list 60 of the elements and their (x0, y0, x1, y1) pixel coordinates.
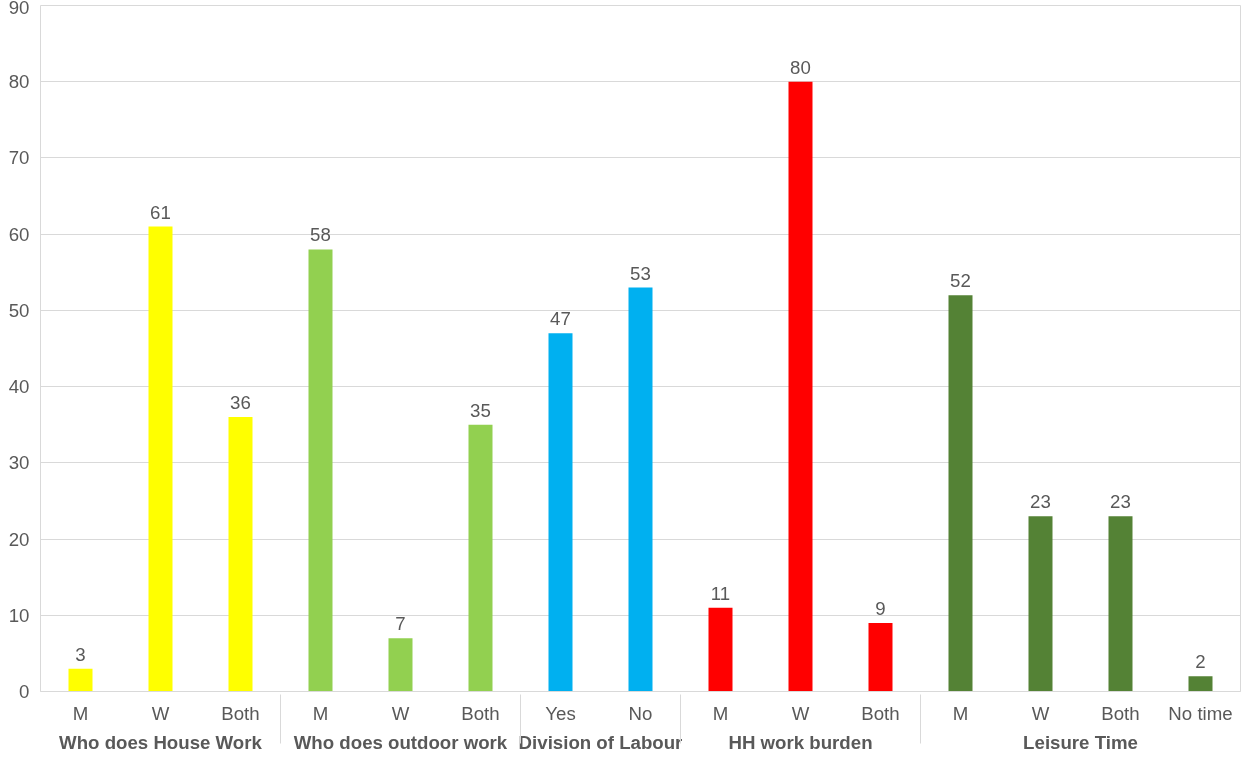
category-label: M (952, 702, 969, 724)
bar (548, 333, 573, 692)
category-label: Both (1101, 702, 1140, 724)
y-tick-label: 90 (8, 0, 30, 18)
y-tick-label: 20 (8, 528, 30, 550)
category-label: Both (861, 702, 900, 724)
data-label: 53 (630, 262, 651, 284)
y-tick-label: 60 (8, 223, 30, 245)
bar (628, 287, 653, 692)
category-label: Who does outdoor work (293, 731, 508, 753)
bar (1188, 676, 1213, 692)
category-label: HH work burden (728, 731, 873, 753)
category-label: W (791, 702, 810, 724)
data-label: 61 (150, 201, 171, 223)
data-label: 80 (790, 56, 811, 78)
data-label: 23 (1110, 491, 1131, 513)
data-label: 11 (710, 582, 731, 604)
bar (948, 295, 973, 692)
bar (1108, 516, 1133, 692)
data-label: 52 (950, 270, 971, 292)
data-label: 47 (550, 308, 571, 330)
category-label: No time (1168, 702, 1233, 724)
data-label: 58 (310, 224, 331, 246)
data-label: 7 (395, 613, 406, 635)
category-label: W (1031, 702, 1050, 724)
bar (68, 668, 93, 692)
data-label: 23 (1030, 491, 1051, 513)
category-label: W (391, 702, 410, 724)
data-label: 36 (230, 392, 251, 414)
bar (708, 607, 733, 692)
category-label: Both (221, 702, 260, 724)
category-label: Who does House Work (59, 731, 262, 753)
category-label: W (151, 702, 170, 724)
y-tick-label: 40 (8, 376, 30, 398)
category-label: Division of Labour (518, 731, 683, 753)
y-tick-label: 50 (8, 299, 30, 321)
y-tick-label: 0 (19, 681, 30, 702)
bar (868, 622, 893, 692)
category-label: M (312, 702, 329, 724)
y-tick-label: 70 (8, 147, 30, 169)
category-label: M (72, 702, 89, 724)
category-label: M (712, 702, 729, 724)
data-label: 3 (75, 643, 86, 665)
bar (388, 638, 413, 692)
category-label: No (628, 702, 653, 724)
bar (148, 226, 173, 692)
data-label: 35 (470, 399, 491, 421)
data-label: 9 (875, 597, 886, 619)
data-label: 2 (1195, 651, 1206, 673)
bar (788, 81, 813, 692)
bar (1028, 516, 1053, 692)
y-tick-label: 10 (8, 604, 30, 626)
y-tick-label: 80 (8, 71, 30, 93)
category-label: Both (461, 702, 500, 724)
bar (228, 417, 253, 692)
y-tick-label: 30 (8, 452, 30, 474)
category-label: Yes (545, 702, 576, 724)
bar (468, 424, 493, 692)
category-label: Leisure Time (1023, 731, 1138, 753)
bar (308, 249, 333, 692)
